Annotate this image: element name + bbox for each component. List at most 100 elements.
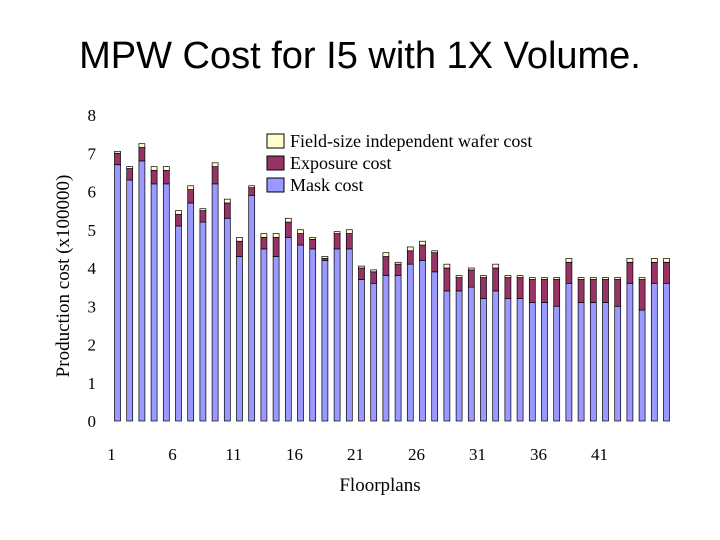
bar-segment-field-size <box>211 162 219 167</box>
bar-segment-mask <box>211 183 219 422</box>
legend-label-field-size: Field-size independent wafer cost <box>290 131 532 151</box>
bar-segment-field-size <box>114 150 121 154</box>
y-tick-label: 7 <box>88 144 97 163</box>
bar-segment-field-size <box>150 166 158 171</box>
bar-segment-field-size <box>370 269 378 273</box>
slide-title: MPW Cost for I5 with 1X Volume. <box>79 35 641 77</box>
bar-segment-mask <box>516 298 524 422</box>
bar-segment-field-size <box>236 237 243 242</box>
bar-segment-exposure <box>406 250 414 265</box>
bar-segment-exposure <box>114 152 121 166</box>
bar-segment-field-size <box>199 208 207 211</box>
bar-segment-mask <box>589 302 597 422</box>
bar-segment-exposure <box>394 263 402 276</box>
y-tick-label: 3 <box>88 297 97 316</box>
bar-segment-exposure <box>199 210 207 223</box>
bar-segment-field-size <box>321 256 329 259</box>
bar-segment-mask <box>248 194 256 422</box>
bar-segment-mask <box>175 225 182 422</box>
bar-segment-mask <box>126 179 134 422</box>
bar-segment-field-size <box>223 198 231 204</box>
bar-segment-field-size <box>480 275 487 278</box>
y-tick-label: 5 <box>88 221 97 240</box>
bar-segment-exposure <box>260 237 268 250</box>
bar-segment-mask <box>260 248 268 422</box>
bar-segment-exposure <box>431 252 439 273</box>
bar-segment-field-size <box>419 240 426 246</box>
bar-segment-field-size <box>589 277 597 280</box>
bar-segment-mask <box>419 260 426 422</box>
bar-segment-mask <box>297 244 304 422</box>
bar-segment-field-size <box>553 277 561 280</box>
bar-segment-exposure <box>297 233 304 246</box>
bar-segment-exposure <box>626 261 634 284</box>
bar-segment-field-size <box>638 277 646 280</box>
bar-segment-exposure <box>370 271 378 284</box>
legend-label-exposure: Exposure cost <box>290 153 391 173</box>
bar-segment-field-size <box>577 277 585 280</box>
bar-segment-field-size <box>455 275 463 278</box>
bar-segment-mask <box>114 164 121 422</box>
bar-segment-exposure <box>614 279 622 307</box>
bar-segment-mask <box>492 290 500 422</box>
bar-segment-field-size <box>431 250 439 254</box>
bar-segment-field-size <box>162 166 170 171</box>
bar-segment-mask <box>577 302 585 422</box>
bar-segment-field-size <box>284 217 292 223</box>
bar-segment-exposure <box>663 261 670 284</box>
bar-segment-exposure <box>126 168 134 181</box>
bar-segment-mask <box>199 221 207 422</box>
bar-segment-mask <box>443 290 451 422</box>
bar-segment-field-size <box>626 258 634 263</box>
bar-segment-exposure <box>650 261 658 284</box>
bar-segment-field-size <box>187 185 195 190</box>
bar-segment-exposure <box>236 240 243 257</box>
x-tick-label: 6 <box>168 445 177 464</box>
bar-segment-exposure <box>175 214 182 227</box>
bar-segment-exposure <box>565 261 573 284</box>
bar-segment-mask <box>358 279 365 422</box>
bar-segment-field-size <box>297 229 304 234</box>
bar-segment-mask <box>236 256 243 422</box>
y-tick-label: 0 <box>88 412 97 431</box>
legend: Field-size independent wafer cost Exposu… <box>266 131 532 195</box>
y-tick-label: 6 <box>88 183 97 202</box>
bar-segment-exposure <box>358 267 365 280</box>
bar-segment-field-size <box>443 263 451 269</box>
y-tick-label: 8 <box>88 106 97 125</box>
bar-segment-mask <box>614 305 622 422</box>
bar-segment-exposure <box>443 267 451 292</box>
bar-segment-field-size <box>602 277 609 280</box>
bar-segment-field-size <box>138 143 146 148</box>
bar-segment-exposure <box>419 244 426 261</box>
bar-segment-exposure <box>187 189 195 204</box>
x-tick-label: 1 <box>107 445 116 464</box>
bar-segment-mask <box>406 263 414 422</box>
bar-segment-field-size <box>394 261 402 265</box>
bar-segment-field-size <box>516 275 524 278</box>
x-tick-label: 41 <box>591 445 608 464</box>
bar-segment-exposure <box>492 267 500 292</box>
y-axis-title: Production cost (x100000) <box>53 175 74 378</box>
x-tick-label: 16 <box>286 445 303 464</box>
x-tick-label: 36 <box>530 445 547 464</box>
bar-segment-mask <box>480 298 487 422</box>
bar-segment-exposure <box>638 279 646 311</box>
bar-segment-field-size <box>663 258 670 263</box>
bar-segment-exposure <box>577 279 585 303</box>
bar-segment-exposure <box>162 170 170 185</box>
bar-segment-mask <box>638 309 646 422</box>
legend-swatch-field-size <box>266 133 285 149</box>
bar-segment-field-size <box>504 275 512 278</box>
y-tick-label: 4 <box>88 259 97 278</box>
bar-segment-exposure <box>223 202 231 219</box>
y-axis-ticks: 0 1 2 3 4 5 6 7 8 <box>88 106 97 431</box>
x-axis-ticks: 1 6 11 16 21 26 31 36 41 <box>107 445 608 464</box>
bar-segment-mask <box>431 271 439 422</box>
bar-segment-mask <box>541 302 548 422</box>
bar-segment-exposure <box>480 277 487 299</box>
bar-segment-exposure <box>455 277 463 292</box>
bar-segment-mask <box>626 282 634 422</box>
bar-segment-exposure <box>516 277 524 299</box>
